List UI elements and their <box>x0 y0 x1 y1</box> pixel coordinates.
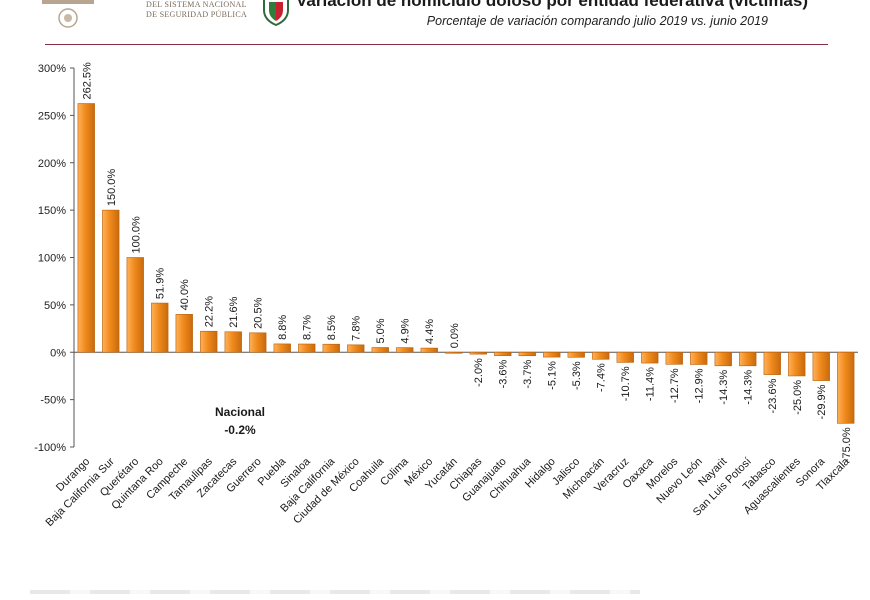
value-label: -3.7% <box>522 360 534 389</box>
agency-line-2: DE SEGURIDAD PÚBLICA <box>146 10 248 19</box>
value-label: 100.0% <box>130 216 142 254</box>
value-label: 40.0% <box>179 279 191 310</box>
bar <box>616 351 634 363</box>
value-label: 8.5% <box>326 315 338 340</box>
y-tick-label: 150% <box>38 205 66 217</box>
bar <box>837 351 855 424</box>
bar <box>445 351 463 354</box>
value-label: -2.0% <box>473 358 485 387</box>
value-label: 22.2% <box>204 296 216 327</box>
bar <box>126 257 144 353</box>
bar <box>396 347 414 353</box>
bar <box>102 209 120 353</box>
national-value: -0.2% <box>224 423 256 437</box>
value-label: -10.7% <box>620 366 632 401</box>
agency-line-1: DEL SISTEMA NACIONAL <box>146 0 247 9</box>
header: DEL SISTEMA NACIONAL DE SEGURIDAD PÚBLIC… <box>0 0 870 50</box>
value-label: -14.3% <box>718 370 730 405</box>
bar <box>690 351 708 365</box>
agency-name: DEL SISTEMA NACIONAL DE SEGURIDAD PÚBLIC… <box>146 0 247 20</box>
bar <box>788 351 806 377</box>
value-label: 4.4% <box>424 319 436 344</box>
y-tick-label: -100% <box>34 442 66 454</box>
bar <box>249 332 267 353</box>
value-label: 8.7% <box>302 315 314 340</box>
bar <box>763 351 781 375</box>
bar <box>347 344 365 353</box>
bar <box>739 351 757 367</box>
value-label: 0.0% <box>449 323 461 348</box>
y-tick-label: 300% <box>38 63 66 75</box>
bar <box>151 302 169 353</box>
header-divider <box>45 44 828 45</box>
value-label: -7.4% <box>596 363 608 392</box>
value-label: -11.4% <box>645 367 657 401</box>
y-tick-label: 100% <box>38 253 66 265</box>
bar <box>322 343 340 353</box>
bar <box>543 351 561 358</box>
bar <box>714 351 732 367</box>
national-label: Nacional <box>215 405 265 419</box>
bar <box>200 330 218 353</box>
value-label: -25.0% <box>792 380 804 415</box>
value-label: 7.8% <box>351 316 363 341</box>
value-label: -75.0% <box>841 427 853 462</box>
value-label: -12.7% <box>669 368 681 403</box>
chart-title: Variación de homicidio doloso por entida… <box>296 0 809 10</box>
bar <box>420 347 438 353</box>
value-label: -12.9% <box>694 368 706 403</box>
value-label: -29.9% <box>816 384 828 419</box>
bar <box>77 103 95 353</box>
value-label: -3.6% <box>498 359 510 388</box>
value-label: 20.5% <box>253 297 265 328</box>
y-tick-label: 50% <box>44 300 66 312</box>
bar <box>812 351 830 381</box>
bar <box>641 351 659 364</box>
value-label: -5.1% <box>547 361 559 390</box>
value-label: 21.6% <box>228 296 240 327</box>
value-label: 150.0% <box>106 169 118 207</box>
y-tick-label: -50% <box>40 395 66 407</box>
value-label: 8.8% <box>277 315 289 340</box>
chart-subtitle: Porcentaje de variación comparando julio… <box>426 14 768 28</box>
value-label: 5.0% <box>375 318 387 343</box>
bar <box>494 351 512 356</box>
bar <box>273 343 291 353</box>
y-tick-label: 0% <box>50 347 66 359</box>
value-label: -5.3% <box>571 361 583 390</box>
value-label: 4.9% <box>400 318 412 343</box>
bar <box>518 351 536 357</box>
shield-logo-icon <box>263 0 289 26</box>
y-tick-label: 200% <box>38 158 66 170</box>
value-label: 51.9% <box>155 268 167 299</box>
bar <box>469 351 487 355</box>
value-label: 262.5% <box>81 62 93 100</box>
bar <box>567 351 585 358</box>
bar <box>298 343 316 353</box>
value-label: -23.6% <box>767 378 779 413</box>
y-tick-label: 250% <box>38 110 66 122</box>
bar <box>665 351 683 365</box>
bar <box>371 347 389 353</box>
bar <box>175 314 193 353</box>
footer-strip <box>30 590 640 594</box>
value-label: -14.3% <box>743 370 755 405</box>
bar <box>224 331 242 353</box>
bar <box>592 351 610 360</box>
government-logo-icon <box>42 0 94 28</box>
